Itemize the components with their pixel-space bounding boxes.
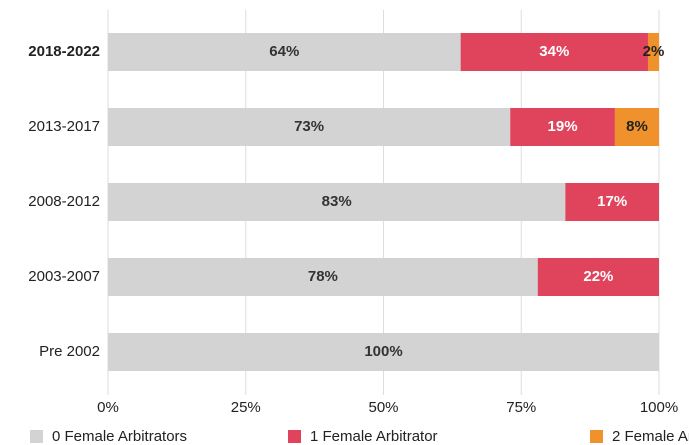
data-label: 22% [583,268,613,285]
data-label: 2% [643,43,665,60]
data-label: 34% [539,43,569,60]
y-tick-label: 2013-2017 [28,118,100,135]
bar-segment [614,108,659,146]
y-tick-label: 2008-2012 [28,193,100,210]
x-tick-label: 25% [231,399,261,416]
y-tick-label: Pre 2002 [39,343,100,360]
y-tick-label: 2003-2007 [28,268,100,285]
bar-segment [460,33,648,71]
y-tick-label: 2018-2022 [28,43,100,60]
bar-segment [510,108,615,146]
data-label: 78% [308,268,338,285]
legend-swatch [30,430,43,443]
bar-segment [108,183,566,221]
x-tick-label: 0% [97,399,119,416]
legend-label: 0 Female Arbitrators [52,428,187,445]
data-label: 19% [548,118,578,135]
bar-segment [108,258,538,296]
data-label: 83% [322,193,352,210]
legend-swatch [590,430,603,443]
bar-segment [108,333,659,371]
bar-segment [108,108,511,146]
x-tick-label: 100% [640,399,678,416]
bar-segment [537,258,659,296]
x-tick-label: 75% [506,399,536,416]
data-label: 8% [626,118,648,135]
data-label: 100% [364,343,402,360]
bar-segment [565,183,659,221]
data-label: 73% [294,118,324,135]
data-label: 64% [269,43,299,60]
data-label: 17% [597,193,627,210]
bar-segment [108,33,461,71]
legend-label: 1 Female Arbitrator [310,428,438,445]
bar-segment [647,33,659,71]
legend-swatch [288,430,301,443]
legend-label: 2 Female Arbitrators [612,428,689,445]
x-tick-label: 50% [368,399,398,416]
